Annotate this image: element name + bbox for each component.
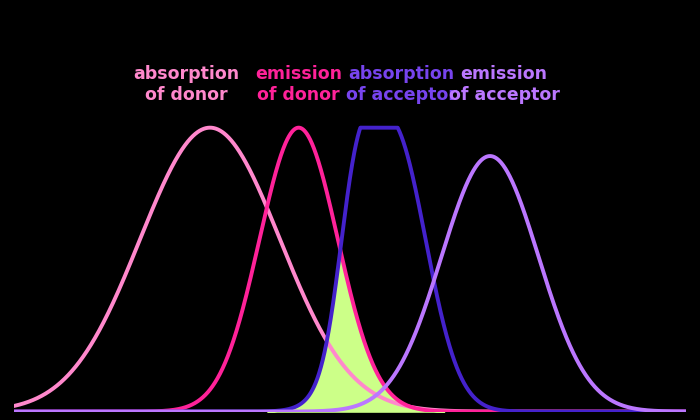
Text: absorption
of acceptor: absorption of acceptor: [346, 65, 457, 104]
Text: absorption
of donor: absorption of donor: [134, 65, 239, 104]
Text: emission
of donor: emission of donor: [256, 65, 342, 104]
Text: emission
of acceptor: emission of acceptor: [449, 65, 559, 104]
